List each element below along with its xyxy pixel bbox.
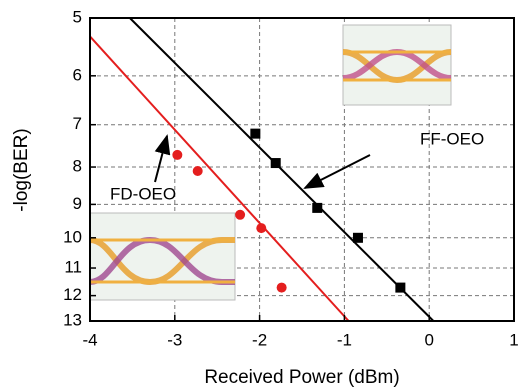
x-tick-label: -1 bbox=[337, 330, 352, 349]
annotation: FF-OEO bbox=[420, 129, 484, 148]
chart: FF-OEO FD-OEO Received Power (dBm) -log(… bbox=[0, 0, 520, 392]
y-tick-label: 7 bbox=[73, 114, 82, 133]
point bbox=[353, 233, 363, 243]
y-tick-label: 11 bbox=[64, 258, 82, 277]
point bbox=[250, 129, 260, 139]
y-axis-label: -log(BER) bbox=[11, 128, 32, 211]
y-tick-label: 12 bbox=[63, 285, 82, 304]
x-tick-label: -3 bbox=[167, 330, 182, 349]
x-tick-label: 1 bbox=[509, 330, 518, 349]
y-tick-label: 10 bbox=[63, 227, 82, 246]
point bbox=[235, 210, 245, 220]
x-tick-label: 0 bbox=[424, 330, 433, 349]
point bbox=[193, 166, 203, 176]
x-tick-label: -4 bbox=[82, 330, 97, 349]
y-tick-label: 8 bbox=[73, 157, 82, 176]
y-tick-label: 6 bbox=[73, 65, 82, 84]
point bbox=[312, 203, 322, 213]
arrow bbox=[155, 136, 167, 182]
annotation: FD-OEO bbox=[110, 184, 176, 203]
y-tick-label: 9 bbox=[73, 194, 82, 213]
y-tick-label: 5 bbox=[73, 7, 82, 26]
point bbox=[395, 283, 405, 293]
inset-fd bbox=[90, 213, 235, 300]
point bbox=[277, 283, 287, 293]
y-tick-label: 13 bbox=[63, 310, 82, 329]
x-tick-label: -2 bbox=[252, 330, 267, 349]
inset-ff bbox=[343, 25, 451, 105]
point bbox=[172, 150, 182, 160]
point bbox=[256, 223, 266, 233]
arrow bbox=[305, 155, 370, 188]
point bbox=[271, 158, 281, 168]
x-axis-label: Received Power (dBm) bbox=[204, 367, 399, 388]
